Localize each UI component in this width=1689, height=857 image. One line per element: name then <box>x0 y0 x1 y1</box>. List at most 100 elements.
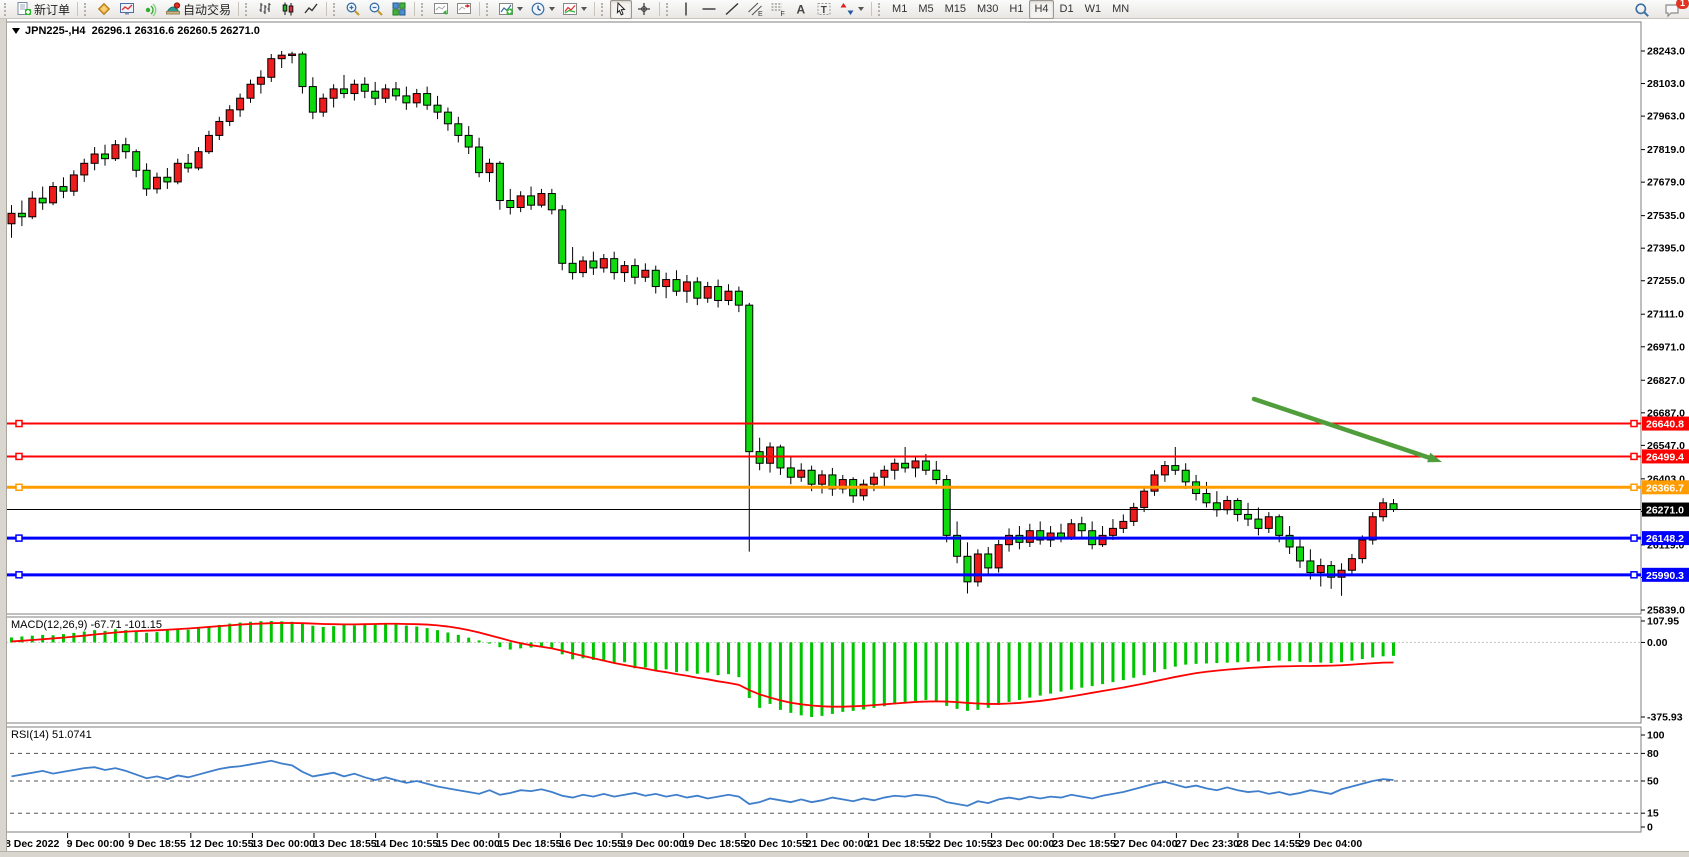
tf-mn-button-label: MN <box>1112 3 1130 15</box>
zoom-in-button[interactable] <box>342 0 364 19</box>
chevron-down-icon[interactable] <box>517 7 524 11</box>
candle <box>786 467 795 478</box>
crosshair-button[interactable] <box>633 0 655 19</box>
price-chart-canvas[interactable]: 28243.0 28103.0 27963.0 27819.0 27679.0 27535… <box>0 19 1689 857</box>
text-icon: A <box>793 1 809 17</box>
rsi-axis-label: 100 <box>1647 730 1665 742</box>
broadcast-icon <box>142 1 158 17</box>
candle <box>963 555 972 583</box>
level-handle[interactable] <box>15 571 23 579</box>
price-level-badge <box>1642 480 1689 495</box>
zoom-out-button[interactable] <box>365 0 387 19</box>
price-level-badge <box>1642 449 1689 464</box>
tf-d1-button[interactable]: D1 <box>1055 0 1079 19</box>
level-handle[interactable] <box>1630 419 1638 428</box>
tf-mn-button[interactable]: MN <box>1107 0 1134 19</box>
vertical-line-button[interactable] <box>675 0 697 19</box>
horizontal-line-button[interactable] <box>698 0 720 19</box>
level-handle[interactable] <box>1630 452 1638 461</box>
autotrading-button[interactable]: 自动交易 <box>162 0 234 19</box>
toolbar-grip <box>878 2 884 16</box>
level-handle[interactable] <box>1630 483 1638 492</box>
cursor-icon <box>613 1 629 17</box>
candle <box>1358 539 1367 560</box>
candle <box>599 258 608 269</box>
trendline-icon <box>724 1 740 17</box>
fibonacci-button[interactable]: F <box>767 0 789 19</box>
candle <box>423 93 432 106</box>
candlestick-button[interactable] <box>277 0 299 19</box>
equidistant-channel-button[interactable]: E <box>744 0 766 19</box>
metaeditor-button[interactable] <box>93 0 115 19</box>
periods-button[interactable] <box>527 0 558 19</box>
line-chart-button[interactable] <box>300 0 322 19</box>
price-level-badge-label: 26271.0 <box>1646 505 1684 517</box>
time-axis-label: 16 Dec 10:55 <box>559 838 623 850</box>
trend-arrow[interactable] <box>1251 396 1436 462</box>
tf-h1-button[interactable]: H1 <box>1004 0 1028 19</box>
level-handle[interactable] <box>1630 534 1638 542</box>
tile-windows-button[interactable] <box>388 0 410 19</box>
candle <box>1389 503 1398 511</box>
candle <box>350 83 359 95</box>
candle <box>506 200 515 208</box>
tf-m15-button[interactable]: M15 <box>940 0 971 19</box>
level-handle[interactable] <box>15 534 23 542</box>
chevron-down-icon[interactable] <box>858 7 865 11</box>
new-order-button[interactable]: 新订单 <box>13 0 73 19</box>
trendline-button[interactable] <box>721 0 743 19</box>
indicators-button[interactable] <box>495 0 526 19</box>
price-axis-label: 25839.0 <box>1647 605 1685 617</box>
zoom-out-icon <box>368 1 384 17</box>
text-label-icon: T <box>816 1 832 17</box>
bar-chart-icon <box>257 1 273 17</box>
tf-m5-button[interactable]: M5 <box>913 0 938 19</box>
channel-icon: E <box>747 1 763 17</box>
chart-ohlc-values: 26296.1 26316.6 26260.5 26271.0 <box>91 25 260 37</box>
level-handle[interactable] <box>15 452 23 461</box>
tf-m1-button[interactable]: M1 <box>887 0 912 19</box>
crosshair-icon <box>636 1 652 17</box>
notifications-button[interactable]: 1 <box>1661 0 1689 19</box>
candle <box>475 146 484 174</box>
candle <box>859 483 868 497</box>
chevron-down-icon[interactable] <box>549 7 556 11</box>
new-order-button-label: 新订单 <box>34 2 71 17</box>
cursor-button[interactable] <box>610 0 633 19</box>
candle <box>589 260 598 269</box>
time-axis-label: 12 Dec 10:55 <box>190 838 254 850</box>
tf-w1-button-label: W1 <box>1084 3 1102 15</box>
trend-arrow-head[interactable] <box>1427 452 1442 463</box>
price-axis-label: 27111.0 <box>1647 309 1684 321</box>
add-indicator-icon <box>498 1 514 17</box>
tf-m30-button[interactable]: M30 <box>972 0 1003 19</box>
chart-menu-icon[interactable] <box>12 28 20 35</box>
bar-chart-button[interactable] <box>254 0 276 19</box>
templates-button[interactable] <box>559 0 590 19</box>
tf-m30-button-label: M30 <box>977 3 999 15</box>
level-handle[interactable] <box>15 483 23 492</box>
candle <box>1223 499 1232 511</box>
text-label-button[interactable]: T <box>813 0 835 19</box>
candle <box>1140 490 1149 508</box>
arrows-button[interactable] <box>836 0 867 19</box>
price-axis-label: 27535.0 <box>1647 210 1685 222</box>
tf-m15-button-label: M15 <box>944 3 966 15</box>
level-handle[interactable] <box>1630 571 1638 579</box>
tf-w1-button[interactable]: W1 <box>1080 0 1107 19</box>
chart-shift-button[interactable] <box>453 0 475 19</box>
strategy-tester-button[interactable] <box>116 0 138 19</box>
chevron-down-icon[interactable] <box>581 7 588 11</box>
monitor-chart-icon <box>119 1 135 17</box>
auto-scroll-button[interactable] <box>430 0 452 19</box>
text-button[interactable]: A <box>790 0 812 19</box>
signals-button[interactable] <box>139 0 161 19</box>
tf-h4-button[interactable]: H4 <box>1029 0 1054 19</box>
candle <box>766 446 775 464</box>
price-axis-label: 27679.0 <box>1647 177 1685 189</box>
search-button[interactable] <box>1631 0 1653 19</box>
autotrading-icon <box>165 1 181 17</box>
candle <box>579 260 588 274</box>
level-handle[interactable] <box>15 419 23 428</box>
candle <box>329 88 338 99</box>
